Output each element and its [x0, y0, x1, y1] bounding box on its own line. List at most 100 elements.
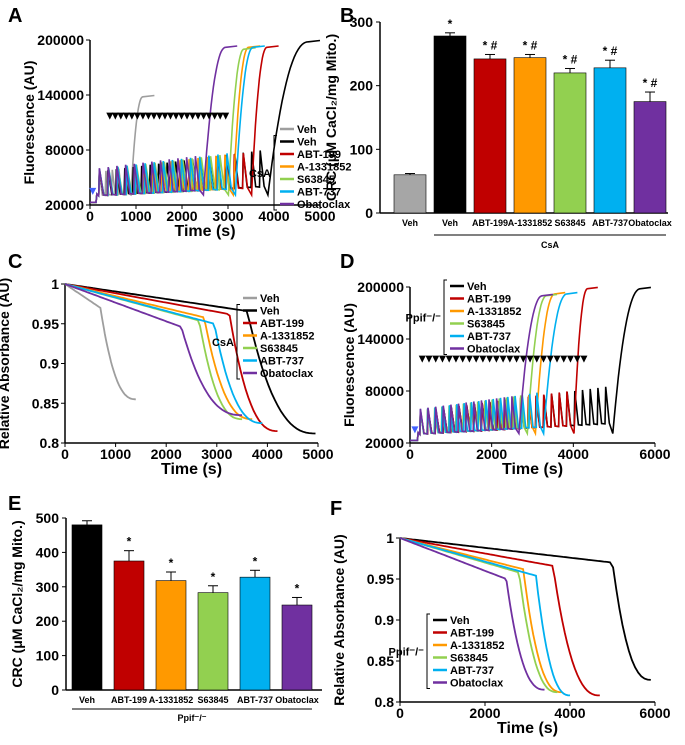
y-tick-label: 20000: [45, 197, 84, 213]
addition-arrowhead: [178, 112, 186, 120]
addition-arrowhead: [452, 355, 460, 363]
x-tick-label: 1000: [100, 446, 131, 462]
significance-mark: *: [295, 581, 300, 595]
y-tick-label: 1: [51, 276, 59, 292]
bar: [513, 57, 547, 214]
category-label: Obatoclax: [628, 218, 672, 228]
bar: [197, 592, 229, 691]
y-axis-label: Fluorescence (AU): [21, 61, 37, 185]
addition-arrowhead: [526, 355, 534, 363]
category-label: Obatoclax: [275, 695, 319, 705]
trace-veh: [90, 94, 155, 204]
y-tick-label: 0.9: [375, 612, 395, 628]
x-tick-label: 1000: [120, 208, 151, 224]
y-axis-label: Relative Absorbance (AU): [331, 534, 347, 705]
legend-entry: ABT-199: [450, 628, 494, 640]
legend-bracket: [426, 613, 430, 689]
y-tick-label: 400: [36, 544, 60, 560]
legend-entry: S63845: [450, 653, 488, 665]
legend-bracket: [443, 279, 447, 355]
legend-bracket: [236, 304, 240, 380]
legend-entry: ABT-737: [297, 187, 341, 199]
y-tick-label: 0.8: [375, 694, 395, 710]
panel-b: B 0 100 200 300 CRC (μM CaCl₂/mg Mito.) Veh * Ve…: [323, 5, 672, 250]
addition-arrowhead: [117, 112, 125, 120]
category-label: A-1331852: [508, 218, 553, 228]
y-tick-label: 0.95: [367, 571, 394, 587]
y-tick-label: 100: [350, 141, 374, 157]
legend-entry: S63845: [297, 174, 335, 186]
bar: [553, 72, 587, 214]
bar: [593, 67, 627, 214]
x-tick-label: 0: [406, 446, 414, 462]
panel-label: F: [330, 498, 342, 520]
y-axis-label: CRC (μM CaCl₂/mg Mito.): [9, 520, 25, 687]
addition-arrowhead: [216, 112, 224, 120]
y-tick-label: 0.85: [367, 653, 394, 669]
group-label: CsA: [541, 240, 560, 250]
legend-bracket-label: CsA: [212, 337, 234, 349]
trace-abt-737: [64, 283, 263, 424]
significance-mark: * #: [483, 38, 498, 52]
x-tick-label: 4000: [554, 705, 585, 721]
legend-entry: ABT-737: [450, 665, 494, 677]
addition-arrowhead: [194, 112, 202, 120]
panel-e: E 0 100 200 300 400 500 CRC (μM CaCl₂/mg Mito.)…: [8, 493, 322, 723]
x-tick-label: 3000: [212, 208, 243, 224]
trace-veh: [64, 283, 316, 435]
addition-arrowhead: [111, 112, 119, 120]
mito-addition-arrowhead: [411, 426, 419, 434]
significance-mark: * #: [603, 44, 618, 58]
addition-arrowhead: [553, 355, 561, 363]
x-tick-label: 4000: [558, 446, 589, 462]
legend-entry: Veh: [260, 306, 280, 318]
addition-arrowhead: [205, 112, 213, 120]
legend-entry: Obatoclax: [260, 368, 314, 380]
x-tick-label: 6000: [639, 446, 670, 462]
y-tick-label: 200000: [37, 32, 84, 48]
trace-veh: [64, 283, 136, 401]
x-tick-label: 0: [396, 705, 404, 721]
panel-label: A: [8, 5, 22, 27]
y-tick-label: 200: [36, 613, 60, 629]
legend-bracket: [273, 135, 277, 211]
x-tick-label: 0: [61, 446, 69, 462]
legend-entry: A-1331852: [260, 331, 314, 343]
legend-entry: A-1331852: [297, 162, 351, 174]
legend-entry: ABT-737: [260, 356, 304, 368]
bar: [239, 576, 271, 691]
bar: [155, 580, 187, 691]
y-tick-label: 200000: [357, 279, 404, 295]
addition-arrowhead: [167, 112, 174, 120]
trace-obatoclax: [64, 283, 243, 417]
addition-arrowhead: [106, 112, 114, 120]
addition-arrowhead: [122, 112, 130, 120]
legend-entry: S63845: [467, 319, 505, 331]
addition-arrowhead: [580, 355, 588, 363]
legend-entry: Obatoclax: [297, 199, 351, 211]
legend-bracket-label: Ppif⁻/⁻: [406, 312, 442, 324]
addition-arrowhead: [492, 355, 500, 363]
y-tick-label: 300: [350, 14, 374, 30]
x-tick-label: 0: [86, 208, 94, 224]
significance-mark: *: [127, 535, 132, 549]
addition-arrowhead: [432, 355, 440, 363]
y-axis-label: CRC (μM CaCl₂/mg Mito.): [323, 34, 339, 201]
y-tick-label: 1: [386, 530, 394, 546]
legend-entry: A-1331852: [467, 306, 521, 318]
addition-arrowhead: [418, 355, 426, 363]
addition-arrowhead: [161, 112, 169, 120]
addition-arrowhead: [566, 355, 574, 363]
legend-entry: Veh: [297, 137, 317, 149]
panel-label: B: [340, 5, 354, 27]
addition-arrowhead: [139, 112, 147, 120]
category-label: S63845: [197, 695, 228, 705]
y-axis-label: Relative Absorbance (AU): [0, 278, 12, 449]
addition-arrowhead: [150, 112, 158, 120]
addition-arrowhead: [183, 112, 191, 120]
y-tick-label: 0.95: [32, 316, 59, 332]
addition-arrowhead: [189, 112, 197, 120]
trace-abt-199: [399, 537, 600, 697]
y-tick-label: 0: [365, 205, 373, 221]
panel-label: E: [8, 493, 21, 515]
